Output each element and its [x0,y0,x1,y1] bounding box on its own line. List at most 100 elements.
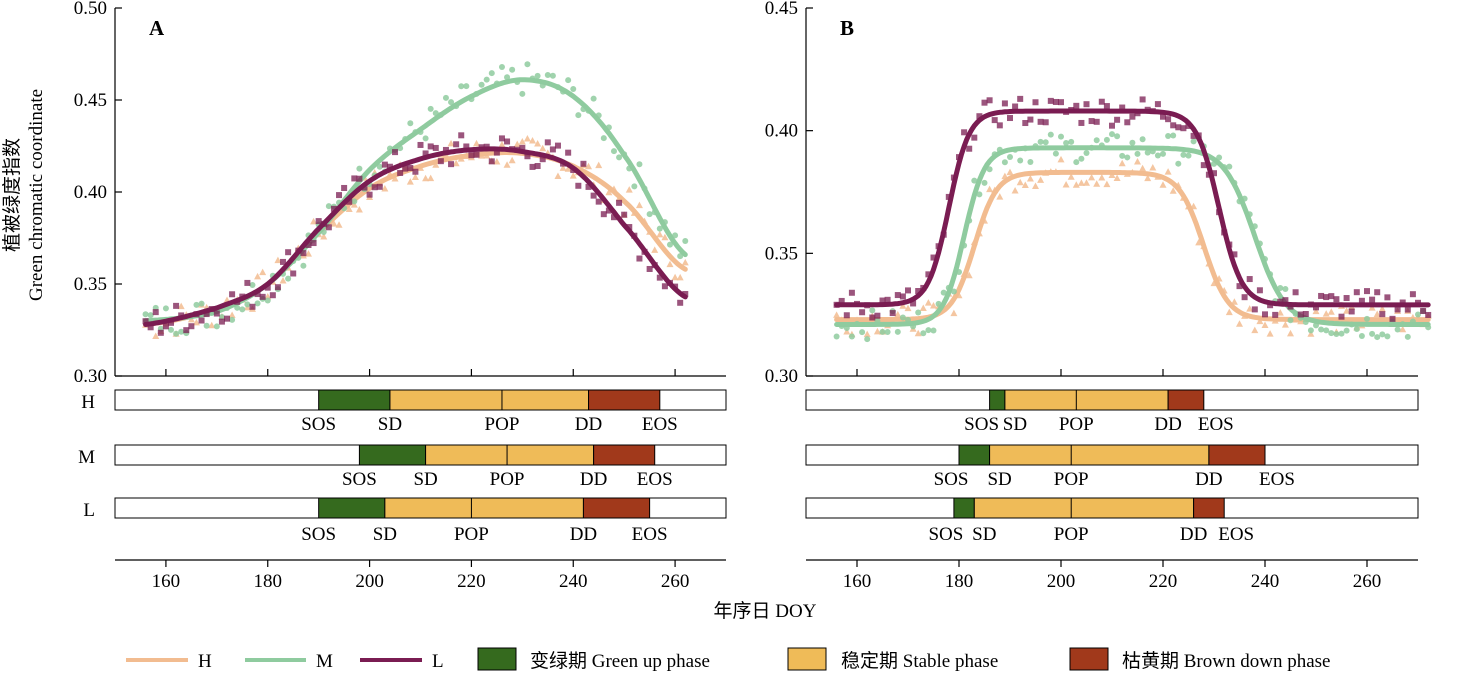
data-point-m [1374,334,1381,341]
data-point-m [1170,132,1177,139]
data-point-h [595,161,603,169]
data-point-m [213,323,220,330]
data-point-l [1292,289,1299,296]
data-point-l [529,163,536,170]
data-point-l [203,311,210,318]
data-point-m [519,90,526,97]
data-point-l [1369,296,1376,303]
data-point-h [355,206,363,213]
data-point-l [397,169,404,176]
data-point-l [1262,311,1268,318]
data-point-l [971,134,978,141]
data-point-m [1119,152,1126,159]
phase-label-sd: SD [987,469,1011,490]
data-point-h [279,277,287,284]
data-point-l [498,135,505,142]
data-point-h [1103,180,1111,188]
data-point-h [228,311,236,318]
data-point-h [676,273,684,281]
data-point-m [351,198,358,205]
data-point-h [1032,182,1039,190]
data-point-h [523,134,531,142]
data-point-l [1098,98,1105,105]
panel-label: B [840,16,854,40]
data-point-l [437,158,444,165]
data-point-m [549,72,556,79]
data-point-m [1379,331,1386,338]
data-point-l [1001,100,1008,107]
x-tick-label: 200 [355,571,384,592]
data-point-l [565,149,572,156]
data-point-l [290,270,297,277]
green-up-bar [953,497,975,519]
data-point-l [580,160,587,167]
data-point-l [366,191,373,198]
phase-label-sos: SOS [301,524,336,545]
brown-down-bar [1167,389,1205,411]
data-point-l [325,224,332,231]
data-point-l [1114,116,1121,123]
data-point-l [1007,115,1013,122]
data-point-l [1394,306,1401,313]
data-point-l [330,205,337,212]
data-point-m [971,177,978,184]
data-point-h [899,302,907,309]
y-tick-label: 0.40 [74,182,107,203]
data-point-m [616,154,623,161]
data-point-l [1313,304,1319,311]
data-point-l [661,283,668,290]
data-point-l [1236,283,1243,290]
data-point-l [600,211,607,218]
data-point-l [142,318,149,325]
data-point-h [1256,317,1264,325]
data-point-m [193,301,200,308]
data-point-l [198,317,205,324]
data-point-h [254,272,262,280]
data-point-l [249,303,256,310]
data-point-h [208,321,216,329]
legend-swatch-green-up [477,647,517,671]
phase-label-pop: POP [1059,414,1094,435]
data-point-m [524,61,531,68]
data-point-m [162,305,169,312]
data-point-l [305,242,312,249]
data-point-l [585,183,592,190]
data-point-h [1134,158,1141,165]
brown-down-bar [588,389,661,411]
data-point-h [406,178,414,185]
data-point-m [600,135,607,142]
data-point-h [965,271,973,279]
phase-label-eos: EOS [637,469,673,490]
stable-bar [989,444,1210,466]
data-point-m [1404,333,1411,340]
data-point-l [213,310,220,317]
phase-label-dd: DD [580,469,607,490]
data-point-l [1302,311,1309,318]
data-point-l [910,300,917,307]
x-tick-label: 200 [1047,571,1076,592]
data-point-l [280,258,287,265]
data-point-m [610,148,617,155]
data-point-m [646,211,653,218]
data-point-h [930,302,937,309]
data-point-m [1353,325,1360,332]
data-point-l [188,323,195,330]
data-point-h [498,141,506,148]
data-point-m [168,326,175,333]
data-point-m [1226,163,1233,170]
data-point-h [1276,309,1284,316]
data-point-m [1134,150,1141,157]
data-point-m [488,70,495,77]
panel-label: A [149,16,165,40]
phase-label-pop: POP [1054,469,1089,490]
panel-a: 0.30 0.35 0.40 0.45 0.50 A H SOS SD POP DD EOS M SOS S… [74,0,727,592]
data-point-h [1164,168,1172,175]
data-point-h [904,304,912,312]
data-point-m [249,281,256,288]
phase-label-pop: POP [485,414,520,435]
legend-swatch-stable [787,647,827,671]
data-point-m [1185,152,1192,159]
data-point-l [1012,103,1019,110]
data-point-l [677,299,684,306]
